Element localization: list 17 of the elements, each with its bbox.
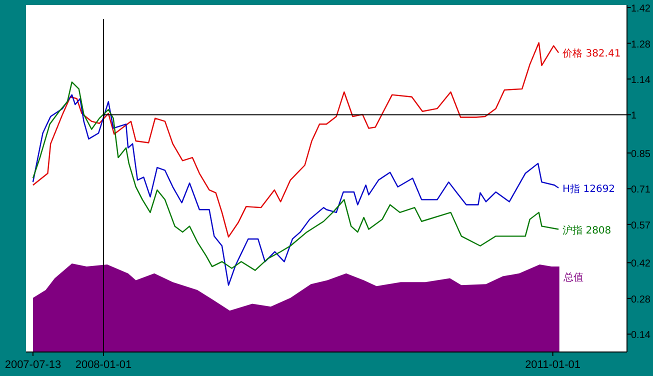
y-tick-label: 1	[631, 110, 637, 122]
y-tick-label: 0.85	[631, 148, 651, 160]
y-tick-label: 0.14	[631, 330, 651, 342]
x-tick-label: 2008-01-01	[75, 359, 132, 371]
series-label: 沪指 2808	[562, 224, 612, 236]
y-tick-label: 0.42	[631, 258, 651, 270]
y-tick-label: 1.28	[631, 39, 651, 50]
series-label: 总值	[562, 272, 584, 284]
y-tick-label: 1.14	[631, 74, 651, 86]
y-tick-label: 0.71	[631, 184, 651, 196]
y-tick-label: 0.57	[631, 220, 651, 232]
x-tick-label: 2011-01-01	[525, 359, 581, 371]
y-tick-label: 1.42	[631, 4, 651, 15]
series-label: 价格 382.41	[562, 48, 621, 60]
y-tick-label: 0.28	[631, 294, 651, 306]
series-label: H指 12692	[562, 182, 616, 195]
x-tick-label: 2007-07-13	[4, 359, 62, 371]
